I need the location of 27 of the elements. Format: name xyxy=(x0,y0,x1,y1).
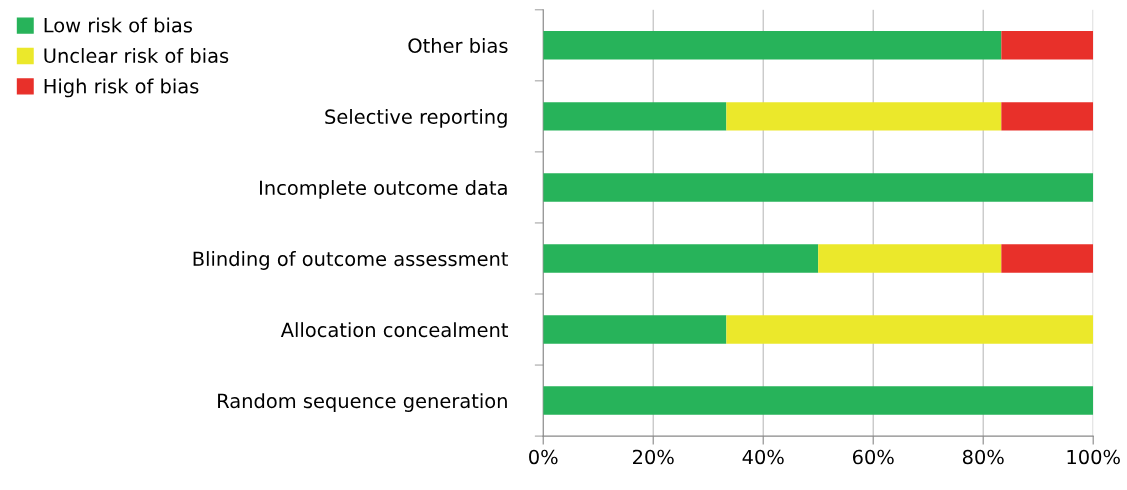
bar xyxy=(543,386,1094,415)
bar xyxy=(726,102,1002,131)
x-tick-label: 40% xyxy=(742,449,784,465)
y-tick-label: Incomplete outcome data xyxy=(260,180,507,199)
y-tick-label: Blinding of outcome assessment xyxy=(193,251,509,270)
bar xyxy=(543,102,727,131)
legend-label: Low risk of bias xyxy=(44,17,192,33)
y-tick-label: Random sequence generation xyxy=(218,393,507,413)
bar xyxy=(543,244,819,273)
y-tick-label: Other bias xyxy=(408,37,508,53)
x-tick-label: 0% xyxy=(529,449,558,465)
x-tick-label: 80% xyxy=(962,449,1004,465)
bar xyxy=(1001,244,1094,273)
bar xyxy=(726,315,1094,344)
legend-label: High risk of bias xyxy=(44,78,199,98)
x-tick-label: 100% xyxy=(1067,449,1120,465)
x-tick-label: 60% xyxy=(852,449,894,465)
bar xyxy=(1001,31,1094,60)
bar xyxy=(543,315,727,344)
bar xyxy=(543,173,1094,202)
bar xyxy=(543,31,1002,60)
y-tick-label: Selective reporting xyxy=(325,108,507,128)
y-tick-label: Allocation concealment xyxy=(280,322,509,338)
bar xyxy=(818,244,1002,273)
legend-label: Unclear risk of bias xyxy=(44,47,229,64)
x-tick-label: 20% xyxy=(633,449,674,465)
bar xyxy=(1001,102,1094,131)
